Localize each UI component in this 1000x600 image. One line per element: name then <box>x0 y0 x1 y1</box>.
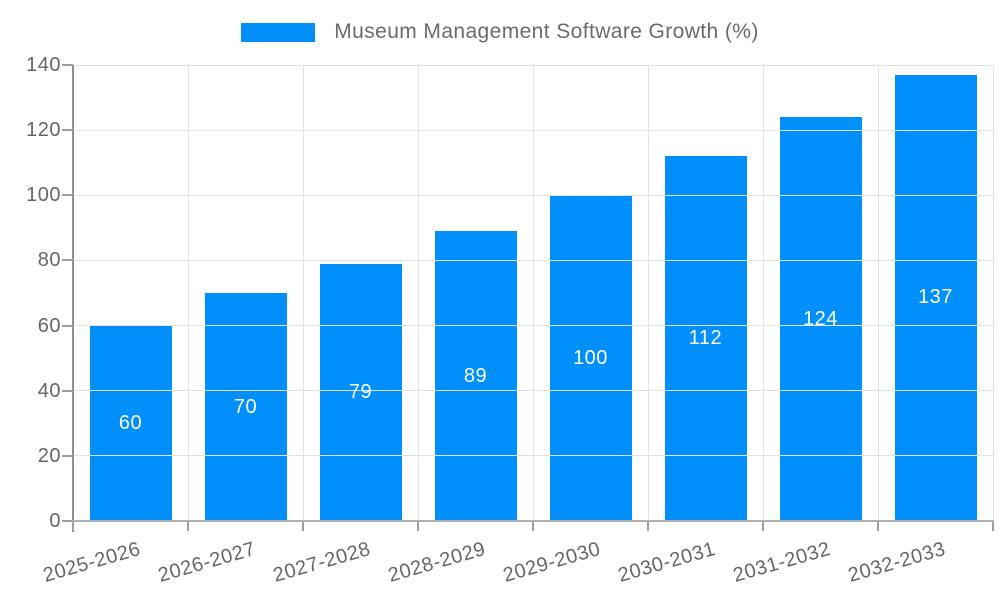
x-axis-tick <box>72 522 74 531</box>
x-axis-tick <box>417 522 419 531</box>
y-axis-tick <box>62 129 73 132</box>
x-axis-tick <box>992 522 994 531</box>
x-gridline <box>532 65 534 521</box>
x-gridline <box>647 65 649 521</box>
bar-value-label: 124 <box>803 307 838 330</box>
y-axis-tick <box>62 194 73 197</box>
y-axis-label: 60 <box>37 314 61 337</box>
x-axis-tick <box>647 522 649 531</box>
x-gridline <box>187 65 189 521</box>
y-axis-tick <box>62 454 73 457</box>
bar-value-label: 89 <box>463 364 488 387</box>
bar-value-label: 60 <box>118 411 143 434</box>
y-axis-label: 20 <box>37 444 61 467</box>
bar[interactable]: 124 <box>779 117 862 521</box>
y-axis-tick <box>62 64 73 66</box>
y-axis-label: 140 <box>26 54 61 76</box>
y-axis-tick <box>62 324 73 327</box>
bar[interactable]: 112 <box>664 156 747 521</box>
bar[interactable]: 70 <box>204 293 287 521</box>
x-axis-tick <box>532 522 534 531</box>
y-axis-tick <box>62 389 73 392</box>
bar-value-label: 137 <box>918 286 953 309</box>
y-axis-tick <box>62 520 73 522</box>
y-axis-label: 100 <box>26 184 61 207</box>
x-axis-tick <box>302 522 304 531</box>
x-axis-line <box>73 520 994 522</box>
x-gridline <box>417 65 419 521</box>
x-gridline <box>877 65 879 521</box>
x-axis-tick <box>762 522 764 531</box>
y-axis-label: 0 <box>49 510 61 532</box>
y-axis-tick <box>62 259 73 262</box>
y-axis-line <box>72 65 74 532</box>
legend-swatch-icon <box>241 22 316 42</box>
bar-value-label: 112 <box>688 327 723 350</box>
bar-value-label: 79 <box>348 380 373 403</box>
y-axis-label: 40 <box>37 379 61 402</box>
bar[interactable]: 60 <box>89 325 172 521</box>
x-gridline <box>302 65 304 521</box>
x-gridline <box>762 65 764 521</box>
y-axis-label: 80 <box>37 249 61 272</box>
bar-value-label: 70 <box>233 395 258 418</box>
bar[interactable]: 79 <box>319 263 402 521</box>
bar[interactable]: 89 <box>434 231 517 521</box>
bar[interactable]: 100 <box>549 195 632 521</box>
legend-series-label: Museum Management Software Growth (%) <box>334 20 759 43</box>
bar[interactable]: 137 <box>894 74 977 521</box>
x-axis-tick <box>187 522 189 531</box>
y-axis-label: 120 <box>26 119 61 142</box>
bar-value-label: 100 <box>573 346 608 369</box>
legend[interactable]: Museum Management Software Growth (%) <box>0 20 1000 44</box>
x-axis-tick <box>877 522 879 531</box>
x-gridline <box>992 65 994 521</box>
